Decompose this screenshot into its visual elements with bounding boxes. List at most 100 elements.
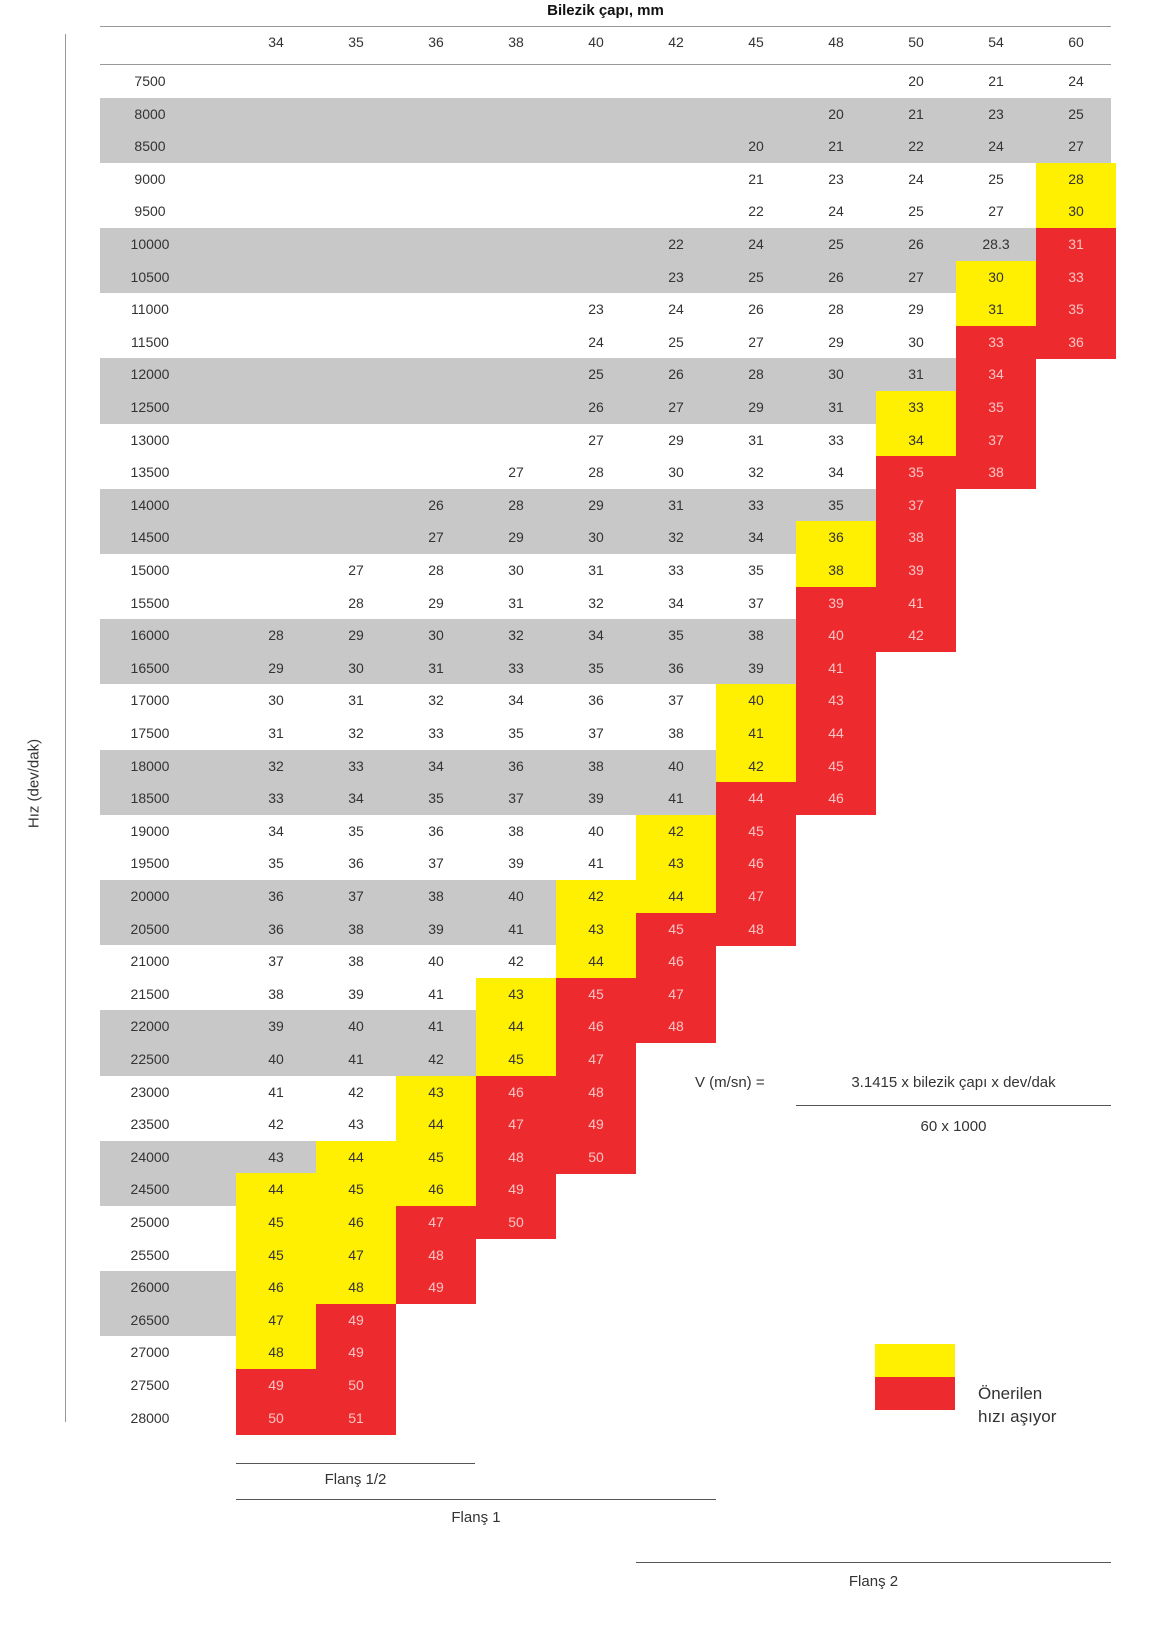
table-cell: 29 (508, 529, 524, 546)
rpm-label: 27500 (130, 1377, 170, 1393)
table-cell: 38 (748, 627, 764, 644)
row-band (100, 651, 796, 685)
row-band (100, 1173, 236, 1206)
flange-2-label: Flanş 2 (848, 1573, 899, 1590)
table-cell: 34 (588, 627, 604, 644)
table-cell: 30 (428, 627, 444, 644)
table-cell: 33 (348, 757, 364, 774)
table-cell: 27 (908, 268, 924, 285)
table-cell: 32 (428, 692, 444, 709)
table-cell: 37 (348, 888, 364, 904)
table-cell: 38 (428, 888, 444, 904)
table-cell: 31 (588, 562, 604, 578)
table-cell: 35 (828, 496, 844, 513)
table-cell: 33 (828, 431, 844, 448)
table-cell: 21 (988, 73, 1004, 89)
table-cell: 21 (748, 170, 764, 187)
table-cell: 26 (828, 268, 844, 285)
table-cell: 41 (668, 790, 684, 807)
table-cell: 33 (1036, 260, 1116, 294)
table-cell: 38 (348, 953, 364, 970)
table-cell: 44 (396, 1108, 476, 1142)
row-band (100, 130, 1111, 163)
table-cell: 40 (508, 888, 524, 904)
table-cell: 31 (828, 399, 844, 415)
rpm-label: 20500 (130, 920, 170, 937)
table-cell: 46 (396, 1173, 476, 1207)
table-cell: 29 (668, 431, 684, 448)
table-cell: 30 (956, 260, 1036, 294)
table-cell: 24 (668, 301, 684, 318)
rpm-label: 13500 (130, 464, 170, 481)
rpm-label: 13000 (130, 431, 170, 448)
flange-1-line (236, 1499, 716, 1500)
column-header: 48 (828, 34, 844, 50)
table-cell: 48 (236, 1336, 316, 1370)
flange-half-line (236, 1463, 475, 1464)
table-cell: 37 (668, 692, 684, 709)
table-cell: 38 (668, 725, 684, 741)
table-cell: 35 (668, 627, 684, 644)
rpm-label: 11500 (131, 333, 169, 350)
table-cell: 35 (588, 659, 604, 676)
table-cell: 32 (268, 757, 284, 774)
column-header: 35 (348, 34, 364, 50)
row-band (100, 391, 876, 424)
table-cell: 22 (908, 138, 924, 155)
rpm-label: 26500 (130, 1311, 170, 1328)
column-header: 45 (748, 34, 764, 50)
table-cell: 28 (428, 562, 444, 578)
table-cell: 42 (556, 880, 636, 913)
rpm-label: 23000 (130, 1083, 170, 1100)
table-cell: 34 (876, 423, 956, 457)
table-cell: 32 (508, 627, 524, 644)
table-cell: 45 (556, 977, 636, 1011)
table-cell: 27 (988, 203, 1004, 220)
rpm-label: 18500 (130, 790, 170, 807)
table-cell: 35 (508, 725, 524, 741)
rpm-label: 9500 (134, 203, 166, 220)
table-cell: 38 (796, 554, 876, 587)
rpm-label: 18000 (130, 757, 170, 774)
table-cell: 33 (956, 325, 1036, 359)
rpm-label: 11000 (131, 301, 169, 318)
row-band (100, 358, 956, 391)
table-cell: 26 (908, 236, 924, 252)
table-cell: 49 (396, 1271, 476, 1305)
table-cell: 44 (236, 1173, 316, 1207)
table-cell: 40 (796, 619, 876, 653)
column-header: 40 (588, 34, 604, 50)
table-cell: 47 (556, 1043, 636, 1076)
table-cell: 26 (748, 301, 764, 318)
table-cell: 24 (1068, 73, 1084, 89)
table-cell: 48 (476, 1140, 556, 1174)
table-cell: 24 (908, 170, 924, 187)
rpm-label: 14000 (130, 496, 170, 513)
table-cell: 36 (588, 692, 604, 709)
flange-2-line (636, 1562, 1111, 1563)
table-cell: 21 (908, 105, 924, 122)
table-cell: 24 (588, 333, 604, 350)
legend-red-swatch (875, 1377, 955, 1410)
table-cell: 29 (908, 301, 924, 318)
table-cell: 39 (348, 985, 364, 1002)
table-cell: 27 (1068, 138, 1084, 155)
table-cell: 38 (508, 822, 524, 839)
table-cell: 29 (268, 659, 284, 676)
table-cell: 44 (316, 1140, 396, 1174)
table-cell: 42 (268, 1116, 284, 1133)
table-cell: 43 (796, 684, 876, 718)
table-cell: 42 (636, 814, 716, 848)
table-cell: 39 (588, 790, 604, 807)
table-cell: 44 (636, 880, 716, 913)
table-cell: 29 (828, 333, 844, 350)
rpm-label: 8000 (134, 105, 166, 122)
table-cell: 31 (748, 431, 764, 448)
table-cell: 42 (428, 1051, 444, 1067)
table-cell: 40 (348, 1018, 364, 1035)
row-band (100, 97, 1111, 131)
table-cell: 29 (348, 627, 364, 644)
table-cell: 30 (1036, 195, 1116, 229)
table-cell: 41 (348, 1051, 364, 1067)
title-divider (100, 26, 1111, 27)
